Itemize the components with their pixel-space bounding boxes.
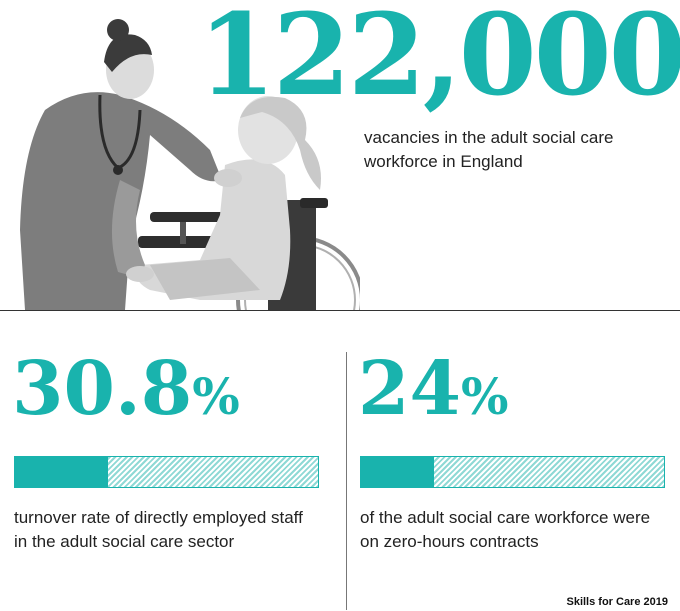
headline-number: 122,000 (198, 0, 680, 121)
turnover-progress-bar (14, 456, 319, 488)
turnover-stat-description: turnover rate of directly employed staff… (14, 508, 303, 551)
zero-hours-stat-value: 24 (358, 346, 461, 432)
headline-description: vacancies in the adult social care workf… (364, 128, 614, 171)
turnover-stat-value: 30.8 (12, 346, 193, 432)
zero-hours-bar-fill (361, 457, 434, 487)
zero-hours-stat-number: 24% (358, 352, 509, 426)
turnover-stat-unit: % (192, 367, 240, 426)
turnover-bar-fill (15, 457, 109, 487)
zero-hours-stat-unit: % (460, 367, 509, 426)
zero-hours-progress-bar (360, 456, 665, 488)
zero-hours-stat-description: of the adult social care workforce were … (360, 508, 651, 551)
carer-wheelchair-photo (0, 0, 360, 310)
horizontal-divider (0, 310, 680, 311)
vertical-divider (346, 352, 347, 610)
turnover-stat-number: 30.8% (12, 352, 240, 426)
source-credit: Skills for Care 2019 (566, 596, 668, 608)
